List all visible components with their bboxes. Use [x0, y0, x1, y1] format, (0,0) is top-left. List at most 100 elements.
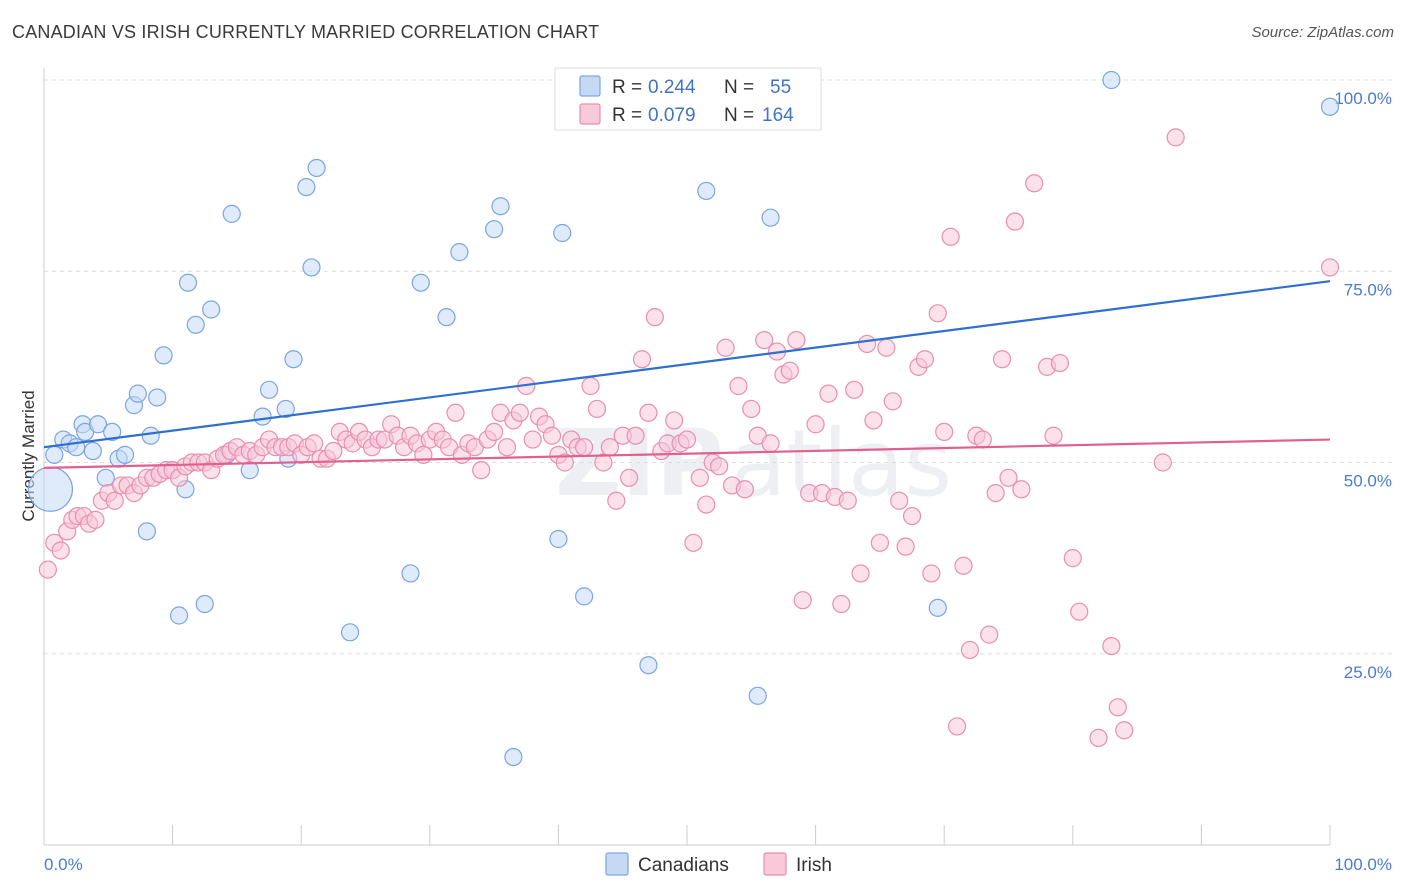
irish-point	[729, 376, 748, 396]
chart-source: Source: ZipAtlas.com	[1251, 24, 1394, 41]
irish-point	[1320, 258, 1340, 277]
canadians-point	[450, 243, 469, 262]
irish-point	[819, 384, 838, 403]
irish-point	[710, 457, 729, 476]
irish-point	[755, 331, 774, 350]
bottom-legend-swatch-irish	[763, 852, 787, 876]
irish-point	[999, 468, 1018, 487]
irish-point	[793, 591, 812, 610]
canadians-point	[103, 422, 122, 441]
legend-swatch-irish	[579, 103, 601, 125]
grid-lines	[44, 79, 1392, 655]
irish-point	[523, 430, 542, 449]
irish-point	[928, 304, 947, 323]
canadians-point	[697, 181, 716, 201]
irish-point	[472, 461, 491, 480]
canadians-point	[96, 468, 115, 487]
x-tick-label-max: 100.0%	[1334, 855, 1392, 874]
canadians-point	[45, 445, 64, 464]
canadians-point	[639, 656, 658, 675]
irish-point	[716, 338, 735, 357]
canadians-point	[1320, 97, 1340, 116]
irish-trend-line	[43, 438, 1331, 469]
irish-point	[645, 308, 664, 327]
irish-point	[787, 331, 806, 350]
irish-point	[1063, 549, 1082, 568]
irish-point	[690, 468, 709, 487]
irish-point	[960, 640, 980, 660]
irish-point	[947, 717, 967, 736]
y-tick-label-75: 75.0%	[1344, 280, 1392, 299]
y-tick-labels: 25.0% 50.0% 75.0% 100.0%	[1334, 89, 1392, 682]
canadians-point	[240, 461, 259, 480]
canadians-point	[154, 346, 173, 365]
irish-point	[922, 564, 941, 583]
irish-point	[954, 556, 973, 575]
canadians-point	[504, 747, 523, 767]
irish-point	[542, 426, 562, 445]
x-ticks	[43, 825, 1331, 845]
irish-point	[105, 491, 124, 510]
legend-r-value-2: 0.079	[648, 105, 696, 126]
top-legend: R = 0.244 N = 55 R = 0.079 N = 164	[554, 67, 822, 131]
y-tick-label-100: 100.0%	[1334, 89, 1392, 108]
y-tick-label-25: 25.0%	[1344, 663, 1392, 682]
canadians-point	[761, 208, 780, 227]
irish-point	[832, 594, 851, 614]
irish-point	[497, 438, 517, 457]
canadians-point	[276, 399, 295, 419]
canadians-point	[253, 407, 272, 426]
irish-point	[620, 468, 639, 487]
canadians-point	[128, 384, 147, 403]
canadians-point	[549, 529, 568, 549]
canadians-point	[83, 441, 102, 461]
irish-point	[992, 350, 1012, 369]
irish-point	[864, 411, 883, 430]
irish-point	[51, 541, 70, 560]
canadians-point	[27, 466, 74, 512]
canadians-point	[491, 197, 510, 216]
chart-title: CANADIAN VS IRISH CURRENTLY MARRIED CORR…	[12, 22, 600, 42]
irish-point	[890, 491, 909, 510]
irish-point	[684, 533, 703, 552]
irish-point	[324, 441, 343, 461]
canadians-point	[259, 380, 279, 399]
irish-point	[677, 430, 697, 449]
canadians-point	[88, 415, 108, 434]
legend-n-label-1: N =	[724, 77, 754, 98]
canadians-point	[553, 223, 572, 243]
irish-point	[607, 491, 626, 510]
x-tick-label-min: 0.0%	[44, 855, 83, 874]
irish-point	[915, 350, 935, 369]
legend-n-value-1: 55	[770, 77, 791, 98]
irish-point	[838, 491, 857, 510]
irish-point	[1115, 721, 1134, 740]
irish-point	[896, 537, 915, 556]
irish-point	[626, 426, 645, 445]
canadians-point	[178, 273, 198, 292]
bottom-legend-label-canadians: Canadians	[638, 855, 729, 876]
canadians-point	[340, 623, 360, 642]
canadians-point	[169, 606, 189, 625]
canadians-point	[186, 315, 205, 334]
canadians-point	[141, 426, 160, 445]
irish-point	[1005, 212, 1025, 231]
irish-point	[780, 361, 799, 380]
irish-point	[883, 392, 902, 411]
irish-point	[485, 422, 504, 441]
irish-point	[742, 399, 761, 419]
legend-n-label-2: N =	[724, 105, 754, 126]
irish-point	[1153, 453, 1172, 472]
canadians-point	[137, 522, 156, 541]
irish-point	[697, 495, 716, 514]
canadians-trend-line	[43, 280, 1331, 449]
bottom-legend-swatch-canadians	[605, 852, 629, 876]
irish-point	[1050, 353, 1070, 373]
bottom-legend: Canadians Irish	[605, 852, 832, 876]
irish-point	[665, 411, 684, 430]
canadians-point	[302, 258, 321, 277]
irish-point	[510, 403, 529, 422]
bottom-legend-label-irish: Irish	[796, 855, 832, 876]
canadians-point	[284, 350, 303, 369]
